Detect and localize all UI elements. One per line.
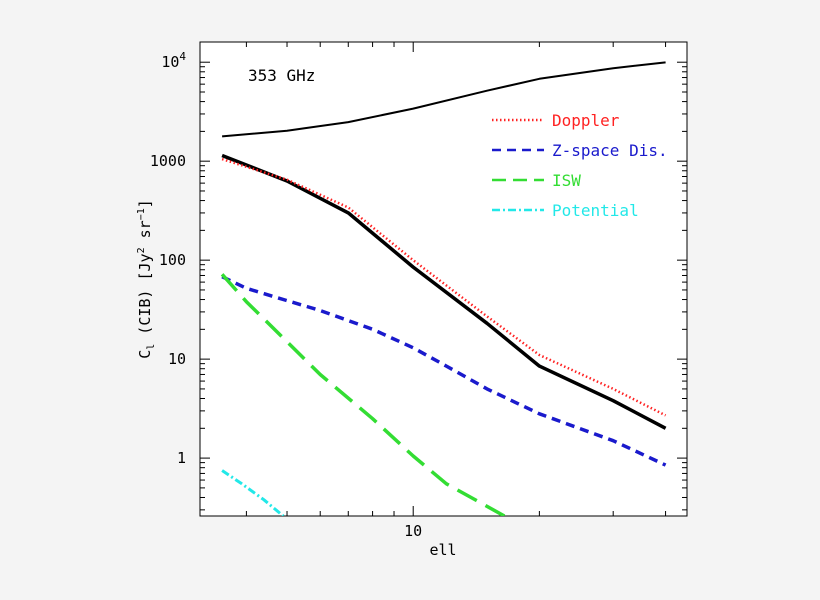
y-label-subscript: l	[146, 344, 157, 350]
y-tick-label-base: 10	[161, 53, 179, 71]
series-line-potential	[221, 469, 285, 516]
chart-title: 353 GHz	[248, 66, 315, 85]
y-label-end: ]	[136, 199, 154, 208]
series-line-total	[221, 153, 667, 430]
y-label-superscript-2: −1	[136, 208, 147, 220]
y-label-superscript-1: 2	[136, 247, 147, 253]
y-tick-label: 100	[159, 251, 186, 269]
y-tick-label: 104	[161, 50, 186, 71]
legend: Doppler Z-space Dis. ISW Potential	[492, 111, 668, 220]
legend-label-potential: Potential	[552, 201, 639, 220]
legend-label-isw: ISW	[552, 171, 581, 190]
y-tick-label: 1	[177, 449, 186, 467]
series-line-doppler	[221, 157, 667, 417]
plot-area	[199, 41, 688, 517]
y-tick-label: 1000	[150, 152, 186, 170]
y-label-rest: (CIB) [Jy	[136, 253, 154, 343]
legend-label-zspace: Z-space Dis.	[552, 141, 668, 160]
y-label-mid: sr	[136, 220, 154, 247]
series-line-upper	[222, 61, 666, 138]
series-layer	[220, 61, 667, 516]
x-axis-label: ell	[429, 541, 456, 559]
y-label-main: C	[136, 350, 154, 359]
axis-ticks	[200, 42, 687, 516]
y-tick-label: 10	[168, 350, 186, 368]
legend-label-doppler: Doppler	[552, 111, 620, 130]
y-axis-label: Cl (CIB) [Jy2 sr−1]	[136, 199, 157, 359]
series-line-isw	[220, 273, 506, 516]
y-tick-label-exponent: 4	[179, 50, 186, 63]
x-tick-label: 10	[404, 522, 422, 540]
